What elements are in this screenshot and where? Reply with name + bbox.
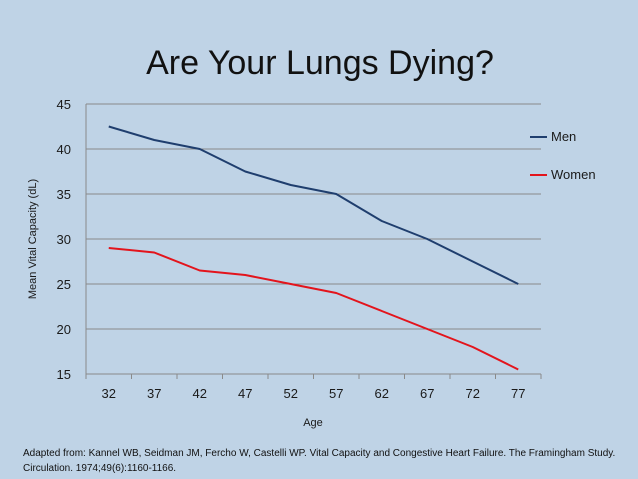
legend-label-women: Women — [551, 167, 596, 182]
grid-lines — [85, 103, 541, 375]
x-axis-label: Age — [303, 417, 323, 429]
legend: Men Women — [530, 129, 596, 182]
x-tick-label: 47 — [238, 386, 252, 401]
y-tick-label: 40 — [57, 142, 71, 157]
x-tick-labels: 32 37 42 47 52 57 62 67 72 77 — [85, 374, 542, 401]
y-tick-label: 45 — [57, 97, 71, 112]
y-tick-label: 30 — [57, 232, 71, 247]
citation-text: Adapted from: Kannel WB, Seidman JM, Fer… — [23, 448, 616, 474]
series-lines — [108, 125, 519, 371]
x-tick-label: 72 — [466, 386, 480, 401]
y-tick-labels: 15 20 25 30 35 40 45 — [57, 97, 71, 382]
chart-title: Are Your Lungs Dying? — [146, 44, 494, 82]
y-tick-label: 15 — [57, 367, 71, 382]
y-tick-label: 20 — [57, 322, 71, 337]
x-tick-label: 67 — [420, 386, 434, 401]
x-tick-label: 77 — [511, 386, 525, 401]
x-tick-label: 32 — [102, 386, 116, 401]
x-tick-label: 37 — [147, 386, 161, 401]
legend-label-men: Men — [551, 129, 576, 144]
x-tick-label: 57 — [329, 386, 343, 401]
y-tick-label: 35 — [57, 187, 71, 202]
series-line-women — [108, 247, 519, 371]
series-line-men — [108, 125, 519, 285]
y-tick-label: 25 — [57, 277, 71, 292]
x-tick-label: 52 — [284, 386, 298, 401]
x-tick-label: 62 — [375, 386, 389, 401]
x-tick-label: 42 — [193, 386, 207, 401]
y-axis-label: Mean Vital Capacity (dL) — [27, 179, 39, 299]
